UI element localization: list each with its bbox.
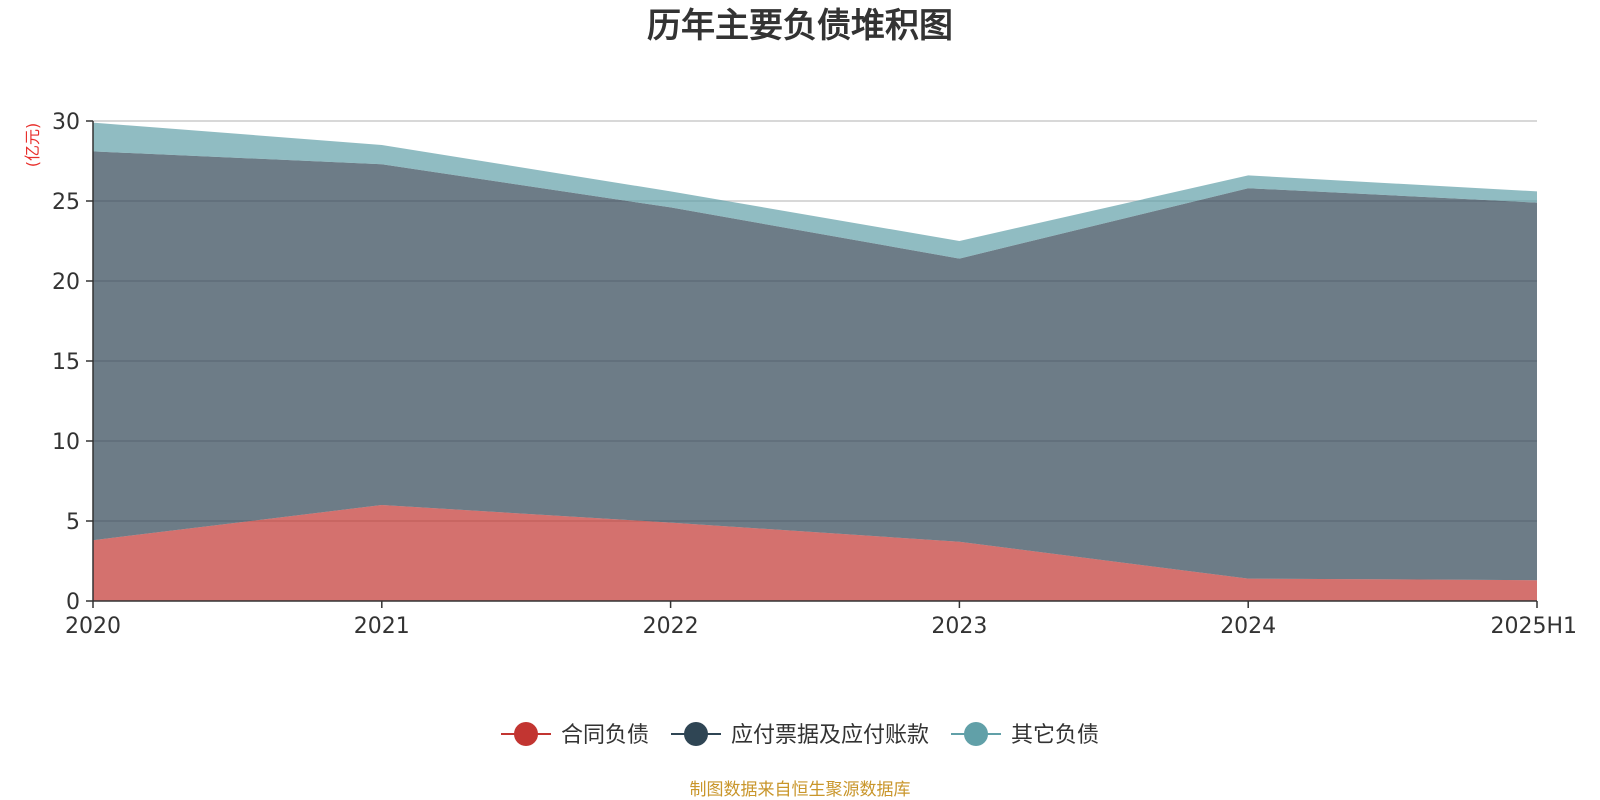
- y-tick-label-5: 25: [52, 190, 80, 215]
- legend-item-0[interactable]: 合同负债: [501, 722, 649, 748]
- legend-label: 合同负债: [561, 723, 649, 748]
- y-tick-label-1: 5: [66, 510, 80, 535]
- legend-dot-icon: [684, 722, 708, 746]
- legend-label: 其它负债: [1011, 723, 1099, 748]
- x-tick-label-5: 2025H1: [1490, 614, 1577, 639]
- x-tick-label-1: 2021: [354, 614, 410, 639]
- legend-item-1[interactable]: 应付票据及应付账款: [671, 722, 929, 748]
- area-series-0: [93, 505, 1537, 601]
- legend-label: 应付票据及应付账款: [731, 723, 929, 748]
- data-source-note: 制图数据来自恒生聚源数据库: [690, 780, 911, 800]
- x-tick-label-3: 2023: [931, 614, 987, 639]
- x-axis-ticks: 2020 2021 2022 2023 2024 2025H1: [65, 601, 1577, 639]
- x-tick-label-4: 2024: [1220, 614, 1276, 639]
- area-series-group: [93, 122, 1537, 601]
- x-tick-label-2: 2022: [643, 614, 699, 639]
- y-tick-label-4: 20: [52, 270, 80, 295]
- legend-dot-icon: [514, 722, 538, 746]
- y-tick-label-2: 10: [52, 430, 80, 455]
- y-axis-unit-label: (亿元): [23, 123, 42, 168]
- chart-title: 历年主要负债堆积图: [647, 6, 953, 46]
- y-tick-label-0: 0: [66, 590, 80, 615]
- legend-item-2[interactable]: 其它负债: [951, 722, 1099, 748]
- x-tick-label-0: 2020: [65, 614, 121, 639]
- y-tick-label-6: 30: [52, 110, 80, 135]
- y-axis-ticks: 0 5 10 15 20 25 30: [52, 110, 93, 615]
- legend-dot-icon: [964, 722, 988, 746]
- area-series-2: [93, 122, 1537, 259]
- y-tick-label-3: 15: [52, 350, 80, 375]
- legend: 合同负债 应付票据及应付账款 其它负债: [501, 722, 1099, 748]
- area-series-1: [93, 151, 1537, 581]
